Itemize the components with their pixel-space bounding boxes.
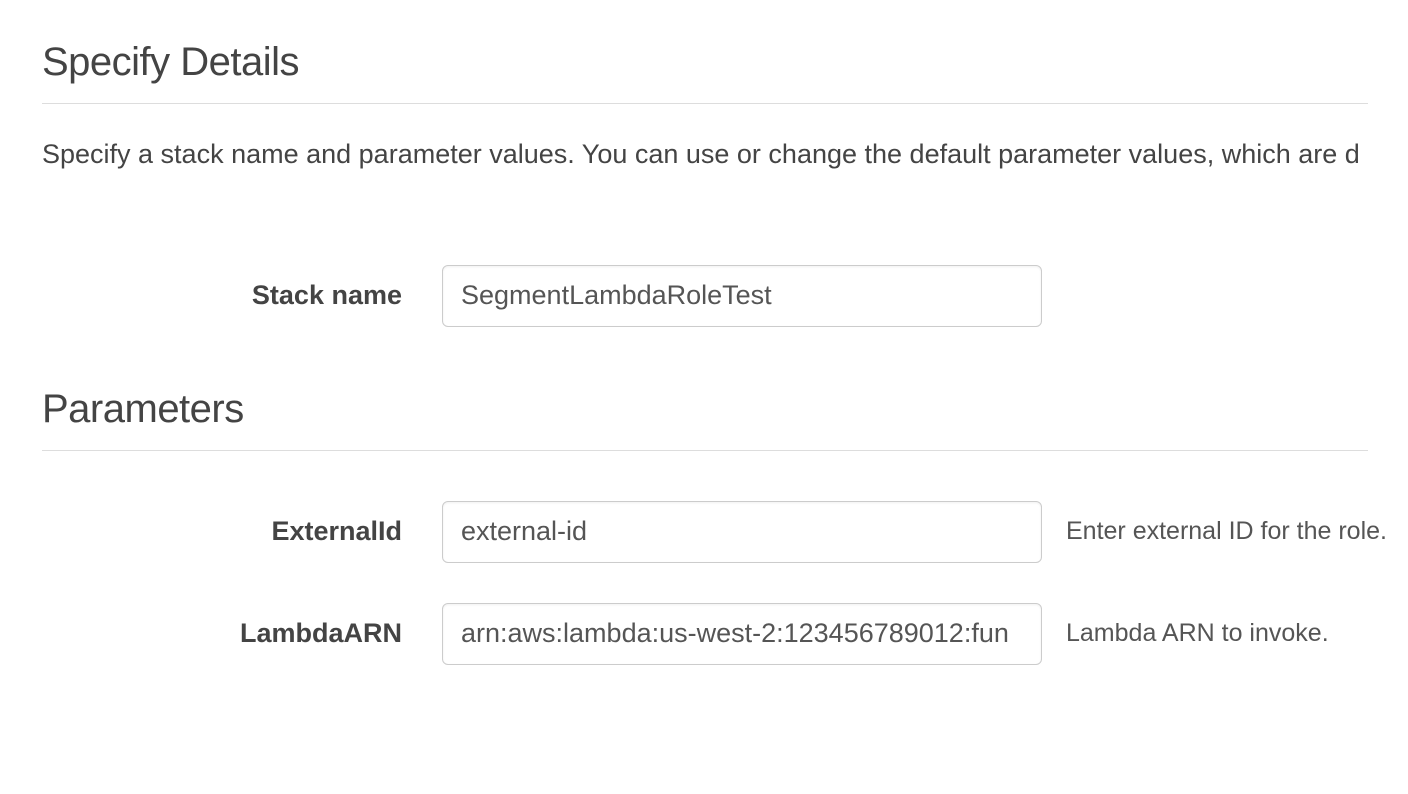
lambda-arn-label: LambdaARN [42, 618, 442, 649]
external-id-row: ExternalId Enter external ID for the rol… [42, 501, 1368, 563]
stack-name-label: Stack name [42, 280, 442, 311]
specify-details-description: Specify a stack name and parameter value… [42, 134, 1368, 175]
specify-details-heading: Specify Details [42, 40, 1368, 85]
lambda-arn-row: LambdaARN Lambda ARN to invoke. [42, 603, 1368, 665]
specify-details-form: Specify Details Specify a stack name and… [0, 0, 1408, 745]
section-divider [42, 103, 1368, 104]
section-divider [42, 450, 1368, 451]
parameters-section: Parameters ExternalId Enter external ID … [42, 387, 1368, 665]
lambda-arn-help: Lambda ARN to invoke. [1042, 619, 1329, 648]
external-id-input[interactable] [442, 501, 1042, 563]
stack-name-input[interactable] [442, 265, 1042, 327]
parameters-heading: Parameters [42, 387, 1368, 432]
lambda-arn-input[interactable] [442, 603, 1042, 665]
external-id-help: Enter external ID for the role. [1042, 517, 1387, 546]
stack-name-row: Stack name [42, 265, 1368, 327]
external-id-label: ExternalId [42, 516, 442, 547]
